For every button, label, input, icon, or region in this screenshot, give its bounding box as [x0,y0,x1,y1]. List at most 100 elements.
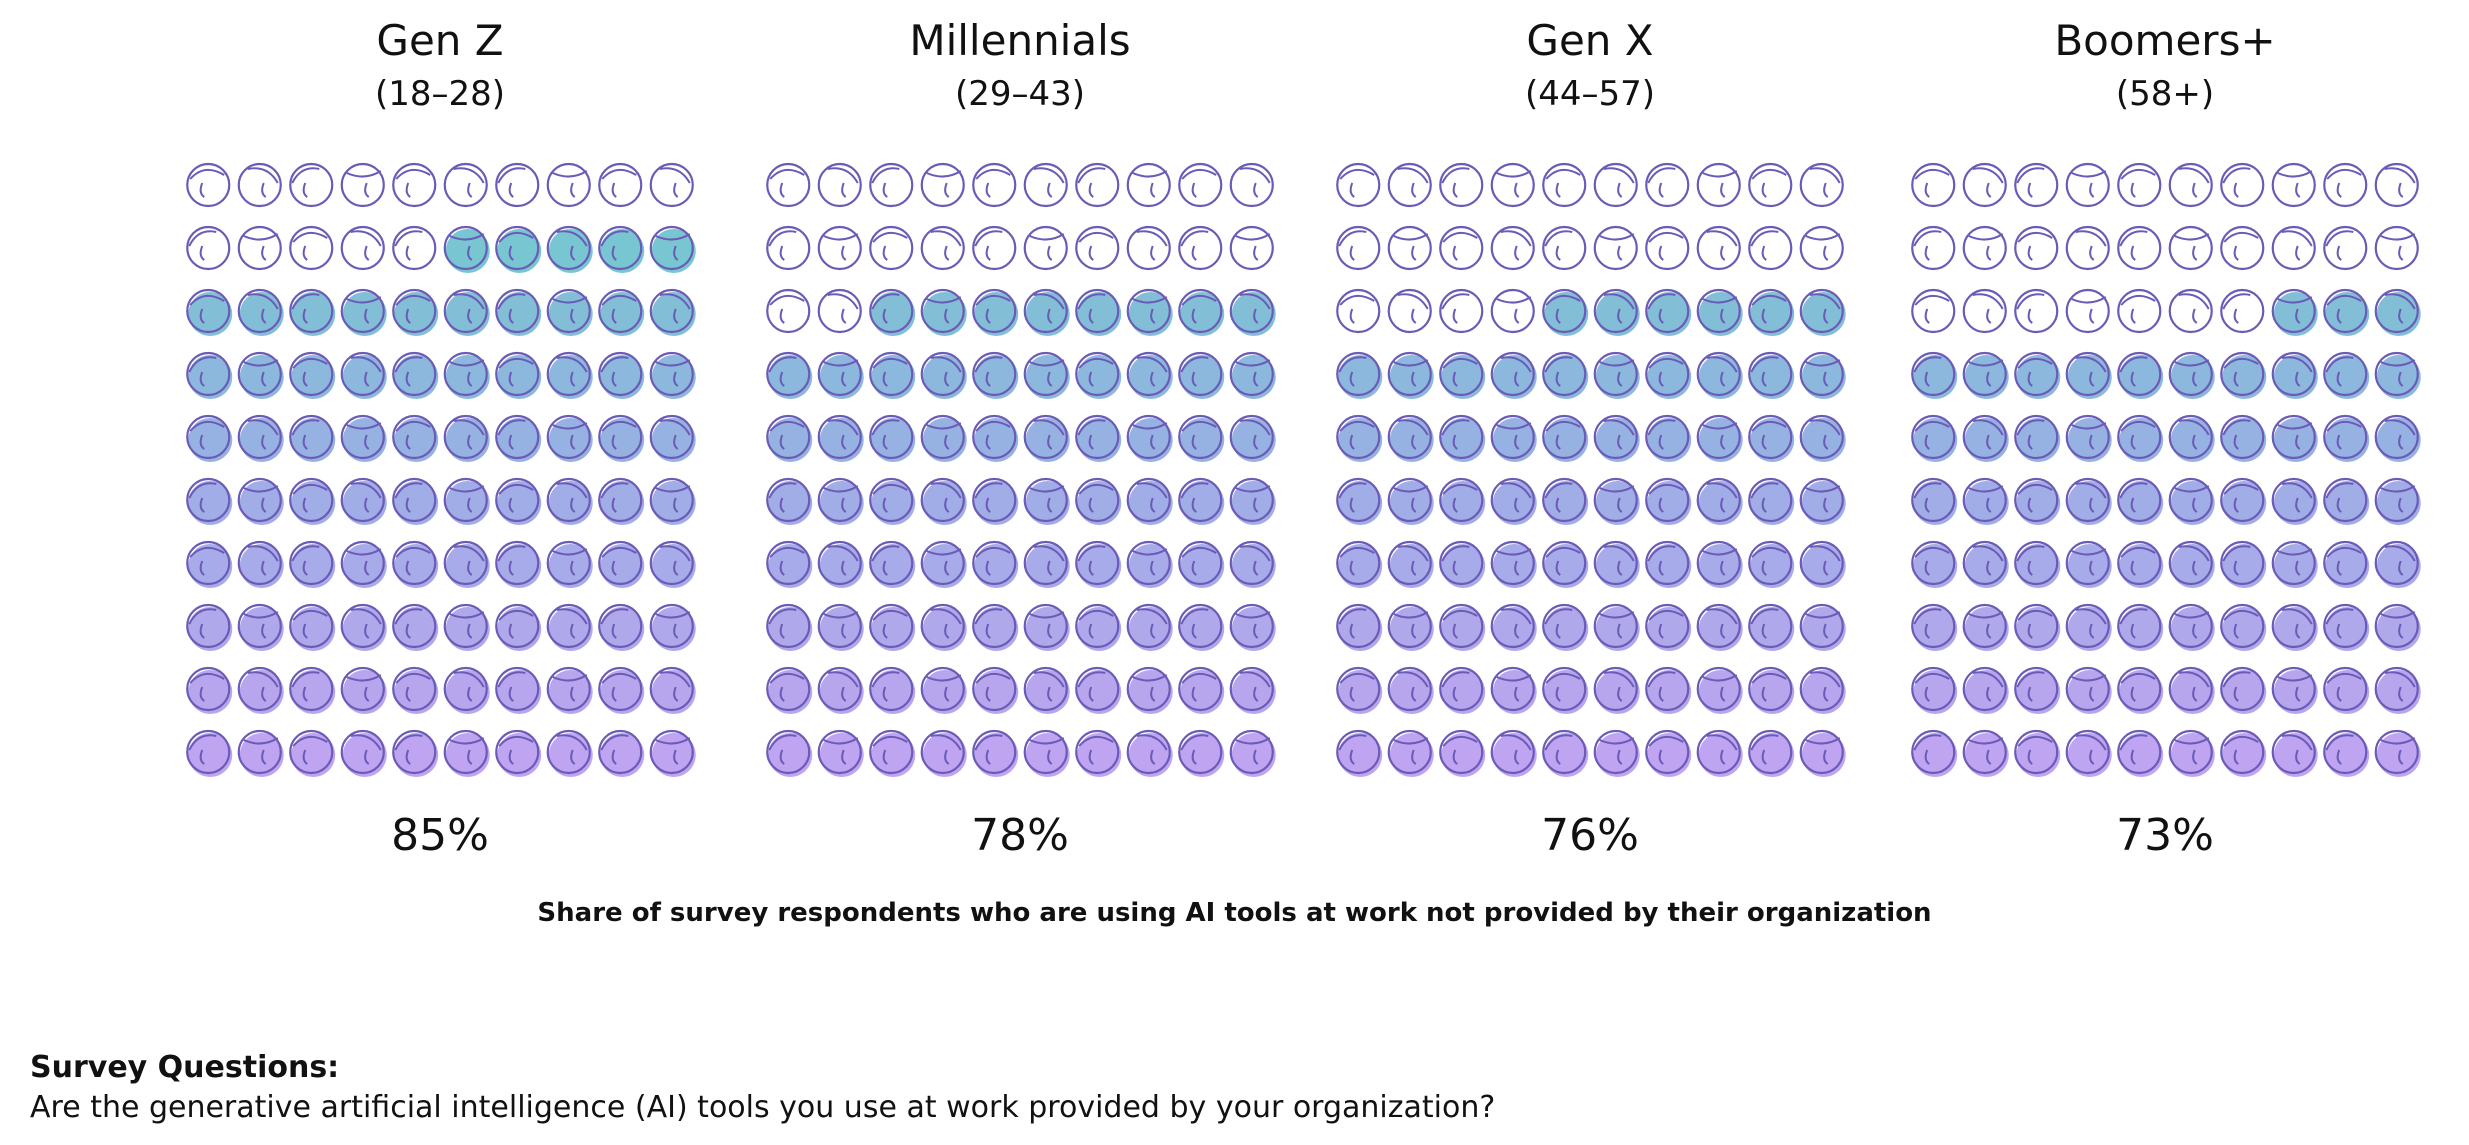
person-icon-filled [817,477,864,525]
person-icon-empty [1748,225,1793,271]
person-icon-filled [2323,288,2370,336]
person-icon-filled [340,414,387,462]
person-icon-filled [289,477,336,525]
person-icon-empty [2065,225,2110,271]
person-icon-filled [1126,351,1173,399]
person-icon-filled [972,351,1019,399]
person-icon-filled [2168,666,2215,714]
person-icon-empty [1799,225,1844,271]
person-icon-filled [972,477,1019,525]
person-icon-empty [2271,162,2316,208]
person-icon-filled [2323,540,2370,588]
person-icon-empty [1439,162,1484,208]
person-icon-empty [340,162,385,208]
person-icon-filled [1075,603,1122,651]
person-icon-empty [1126,162,1171,208]
person-icon-empty [1023,162,1068,208]
person-icon-filled [1336,477,1383,525]
person-icon-filled [1126,666,1173,714]
person-icon-filled [443,351,490,399]
person-icon-empty [2168,162,2213,208]
person-icon-empty [289,225,334,271]
person-icon-filled [495,540,542,588]
person-icon-filled [1075,666,1122,714]
person-icon-filled [2168,351,2215,399]
person-icon-filled [1593,729,1640,777]
person-icon-empty [2271,225,2316,271]
group-percentage: 85% [391,810,489,861]
person-icon-filled [443,225,490,273]
person-icon-filled [1336,729,1383,777]
person-icon-filled [2117,540,2164,588]
person-icon-filled [546,414,593,462]
person-icon-filled [817,540,864,588]
person-icon-empty [2168,225,2213,271]
person-icon-filled [1696,477,1743,525]
person-icon-filled [920,288,967,336]
person-icon-filled [920,540,967,588]
person-icon-filled [817,351,864,399]
person-icon-filled [920,477,967,525]
person-icon-empty [1075,225,1120,271]
person-icon-empty [1336,162,1381,208]
person-icon-empty [1593,225,1638,271]
person-icon-empty [1387,288,1432,334]
person-icon-filled [1593,666,1640,714]
person-icon-filled [2374,477,2421,525]
person-icon-filled [1229,414,1276,462]
person-icon-filled [392,729,439,777]
person-icon-filled [1387,540,1434,588]
person-icon-filled [289,288,336,336]
person-icon-filled [495,603,542,651]
person-icon-empty [1229,162,1274,208]
person-icon-filled [2220,414,2267,462]
person-icon-filled [495,414,542,462]
person-icon-empty [237,225,282,271]
chart-caption: Share of survey respondents who are usin… [537,898,1932,928]
person-icon-filled [443,540,490,588]
person-icon-filled [186,477,233,525]
person-icon-filled [2117,729,2164,777]
person-icon-filled [920,729,967,777]
person-icon-filled [1490,477,1537,525]
person-icon-empty [1490,288,1535,334]
person-icon-empty [1336,225,1381,271]
person-icon-filled [649,288,696,336]
person-icon-filled [1023,540,1070,588]
person-icon-filled [2323,603,2370,651]
person-icon-filled [1075,288,1122,336]
person-icon-filled [186,351,233,399]
person-icon-empty [237,162,282,208]
person-icon-filled [1023,414,1070,462]
person-icon-filled [340,729,387,777]
person-icon-filled [1490,414,1537,462]
person-icon-filled [1023,666,1070,714]
person-icon-filled [1023,351,1070,399]
person-icon-filled [2374,666,2421,714]
person-icon-empty [2168,288,2213,334]
person-icon-empty [972,162,1017,208]
person-icon-filled [1593,477,1640,525]
person-icon-filled [1645,540,1692,588]
person-icon-empty [1911,162,1956,208]
person-icon-filled [1962,540,2009,588]
person-icon-filled [598,288,645,336]
person-icon-empty [817,162,862,208]
person-icon-empty [1696,162,1741,208]
person-icon-empty [1542,225,1587,271]
person-icon-filled [1962,666,2009,714]
person-icon-filled [1229,477,1276,525]
person-icon-empty [869,225,914,271]
person-icon-filled [2065,414,2112,462]
person-icon-filled [186,729,233,777]
person-icon-empty [598,162,643,208]
person-icon-empty [1542,162,1587,208]
person-icon-empty [2374,162,2419,208]
person-icon-filled [920,414,967,462]
person-icon-filled [1799,729,1846,777]
person-icon-empty [766,162,811,208]
person-icon-filled [1229,729,1276,777]
person-icon-filled [237,414,284,462]
group-name: Gen Z [376,16,503,65]
person-icon-filled [1336,351,1383,399]
